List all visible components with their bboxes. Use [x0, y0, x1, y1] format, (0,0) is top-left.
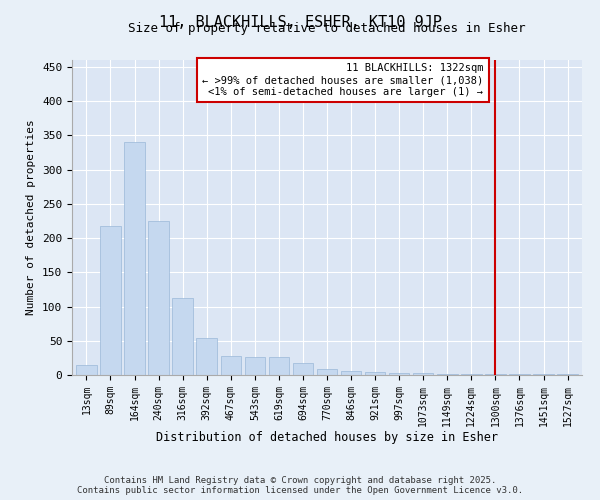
Bar: [533, 374, 554, 375]
Bar: [124, 142, 145, 375]
Bar: [389, 373, 409, 375]
Bar: [317, 369, 337, 375]
Bar: [437, 374, 458, 375]
Text: Contains HM Land Registry data © Crown copyright and database right 2025.
Contai: Contains HM Land Registry data © Crown c…: [77, 476, 523, 495]
Bar: [365, 372, 385, 375]
Bar: [557, 374, 578, 375]
Y-axis label: Number of detached properties: Number of detached properties: [26, 120, 37, 316]
Title: Size of property relative to detached houses in Esher: Size of property relative to detached ho…: [128, 22, 526, 35]
Bar: [76, 364, 97, 375]
Bar: [196, 338, 217, 375]
Bar: [100, 226, 121, 375]
Bar: [245, 357, 265, 375]
Bar: [509, 374, 530, 375]
Bar: [341, 371, 361, 375]
Bar: [269, 357, 289, 375]
Bar: [413, 373, 433, 375]
X-axis label: Distribution of detached houses by size in Esher: Distribution of detached houses by size …: [156, 432, 498, 444]
Bar: [221, 356, 241, 375]
Bar: [461, 374, 482, 375]
Text: 11 BLACKHILLS: 1322sqm
← >99% of detached houses are smaller (1,038)
<1% of semi: 11 BLACKHILLS: 1322sqm ← >99% of detache…: [202, 64, 484, 96]
Text: 11, BLACKHILLS, ESHER, KT10 9JP: 11, BLACKHILLS, ESHER, KT10 9JP: [158, 15, 442, 30]
Bar: [293, 362, 313, 375]
Bar: [172, 298, 193, 375]
Bar: [485, 374, 506, 375]
Bar: [148, 221, 169, 375]
